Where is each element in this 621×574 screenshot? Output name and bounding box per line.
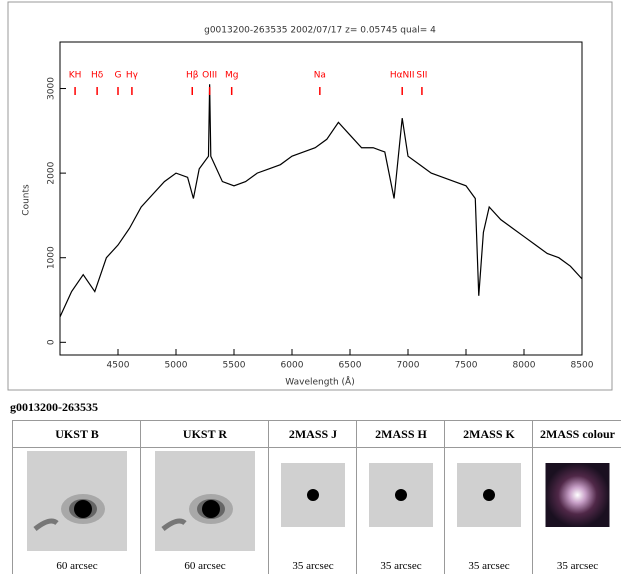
line-label: Hδ bbox=[91, 71, 104, 81]
image-cell: 2MASS H 35 arcsec bbox=[356, 420, 445, 574]
thumbnail bbox=[155, 451, 255, 551]
thumbnail bbox=[457, 463, 521, 527]
line-label: SII bbox=[416, 71, 427, 81]
caption: 35 arcsec bbox=[556, 560, 599, 572]
y-tick-label: 0 bbox=[47, 339, 57, 345]
column-header: 2MASS K bbox=[445, 420, 533, 448]
caption: 35 arcsec bbox=[292, 560, 334, 572]
x-tick-label: 8000 bbox=[513, 361, 536, 371]
image-cell: 2MASS K 35 arcsec bbox=[444, 420, 533, 574]
table-title: g0013200-263535 bbox=[10, 400, 98, 414]
caption: 60 arcsec bbox=[56, 560, 98, 572]
column-header: UKST B bbox=[13, 420, 141, 448]
chart-title: g0013200-263535 2002/07/17 z= 0.05745 qu… bbox=[204, 26, 436, 36]
thumbnail bbox=[369, 463, 433, 527]
line-label: G bbox=[115, 71, 122, 81]
caption: 35 arcsec bbox=[468, 560, 510, 572]
y-tick-label: 2000 bbox=[47, 161, 57, 184]
image-cell: 2MASS colour 35 arcsec bbox=[532, 420, 621, 574]
line-label: HαNII bbox=[390, 71, 415, 81]
column-header: 2MASS colour bbox=[533, 420, 621, 448]
x-tick-label: 4500 bbox=[107, 361, 130, 371]
plot-box bbox=[59, 41, 583, 356]
x-axis-label: Wavelength (Å) bbox=[285, 376, 354, 388]
image-cell: UKST R 60 arcsec bbox=[140, 420, 269, 574]
column-header: UKST R bbox=[141, 420, 269, 448]
spectrum-line bbox=[59, 84, 583, 318]
column-header: 2MASS J bbox=[269, 420, 357, 448]
thumbnail bbox=[545, 463, 610, 527]
x-tick-label: 8500 bbox=[571, 361, 594, 371]
image-table: g0013200-263535 UKST B 60 arcsec UKST R 60 … bbox=[8, 392, 621, 574]
line-label: Na bbox=[314, 71, 326, 81]
caption: 60 arcsec bbox=[184, 560, 226, 572]
x-tick-label: 5500 bbox=[223, 361, 246, 371]
y-axis-label: Counts bbox=[22, 184, 32, 216]
thumbnail bbox=[27, 451, 127, 551]
chart: g0013200-263535 2002/07/17 z= 0.05745 qu… bbox=[7, 1, 613, 391]
line-label: Hβ bbox=[186, 71, 199, 81]
line-label: Hγ bbox=[126, 71, 139, 81]
thumbnail bbox=[281, 463, 345, 527]
image-cell: 2MASS J 35 arcsec bbox=[268, 420, 357, 574]
line-label: Mg bbox=[225, 71, 238, 81]
x-tick-label: 5000 bbox=[165, 361, 188, 371]
caption: 35 arcsec bbox=[380, 560, 422, 572]
x-tick-label: 6000 bbox=[281, 361, 304, 371]
image-cell: UKST B 60 arcsec bbox=[12, 420, 141, 574]
x-tick-label: 7500 bbox=[455, 361, 478, 371]
x-tick-label: 6500 bbox=[339, 361, 362, 371]
frame bbox=[7, 1, 613, 391]
column-header: 2MASS H bbox=[357, 420, 445, 448]
line-label: OIII bbox=[202, 71, 217, 81]
x-tick-label: 7000 bbox=[397, 361, 420, 371]
line-label: KH bbox=[69, 71, 82, 81]
y-tick-label: 1000 bbox=[47, 246, 57, 269]
y-tick-label: 3000 bbox=[47, 77, 57, 100]
